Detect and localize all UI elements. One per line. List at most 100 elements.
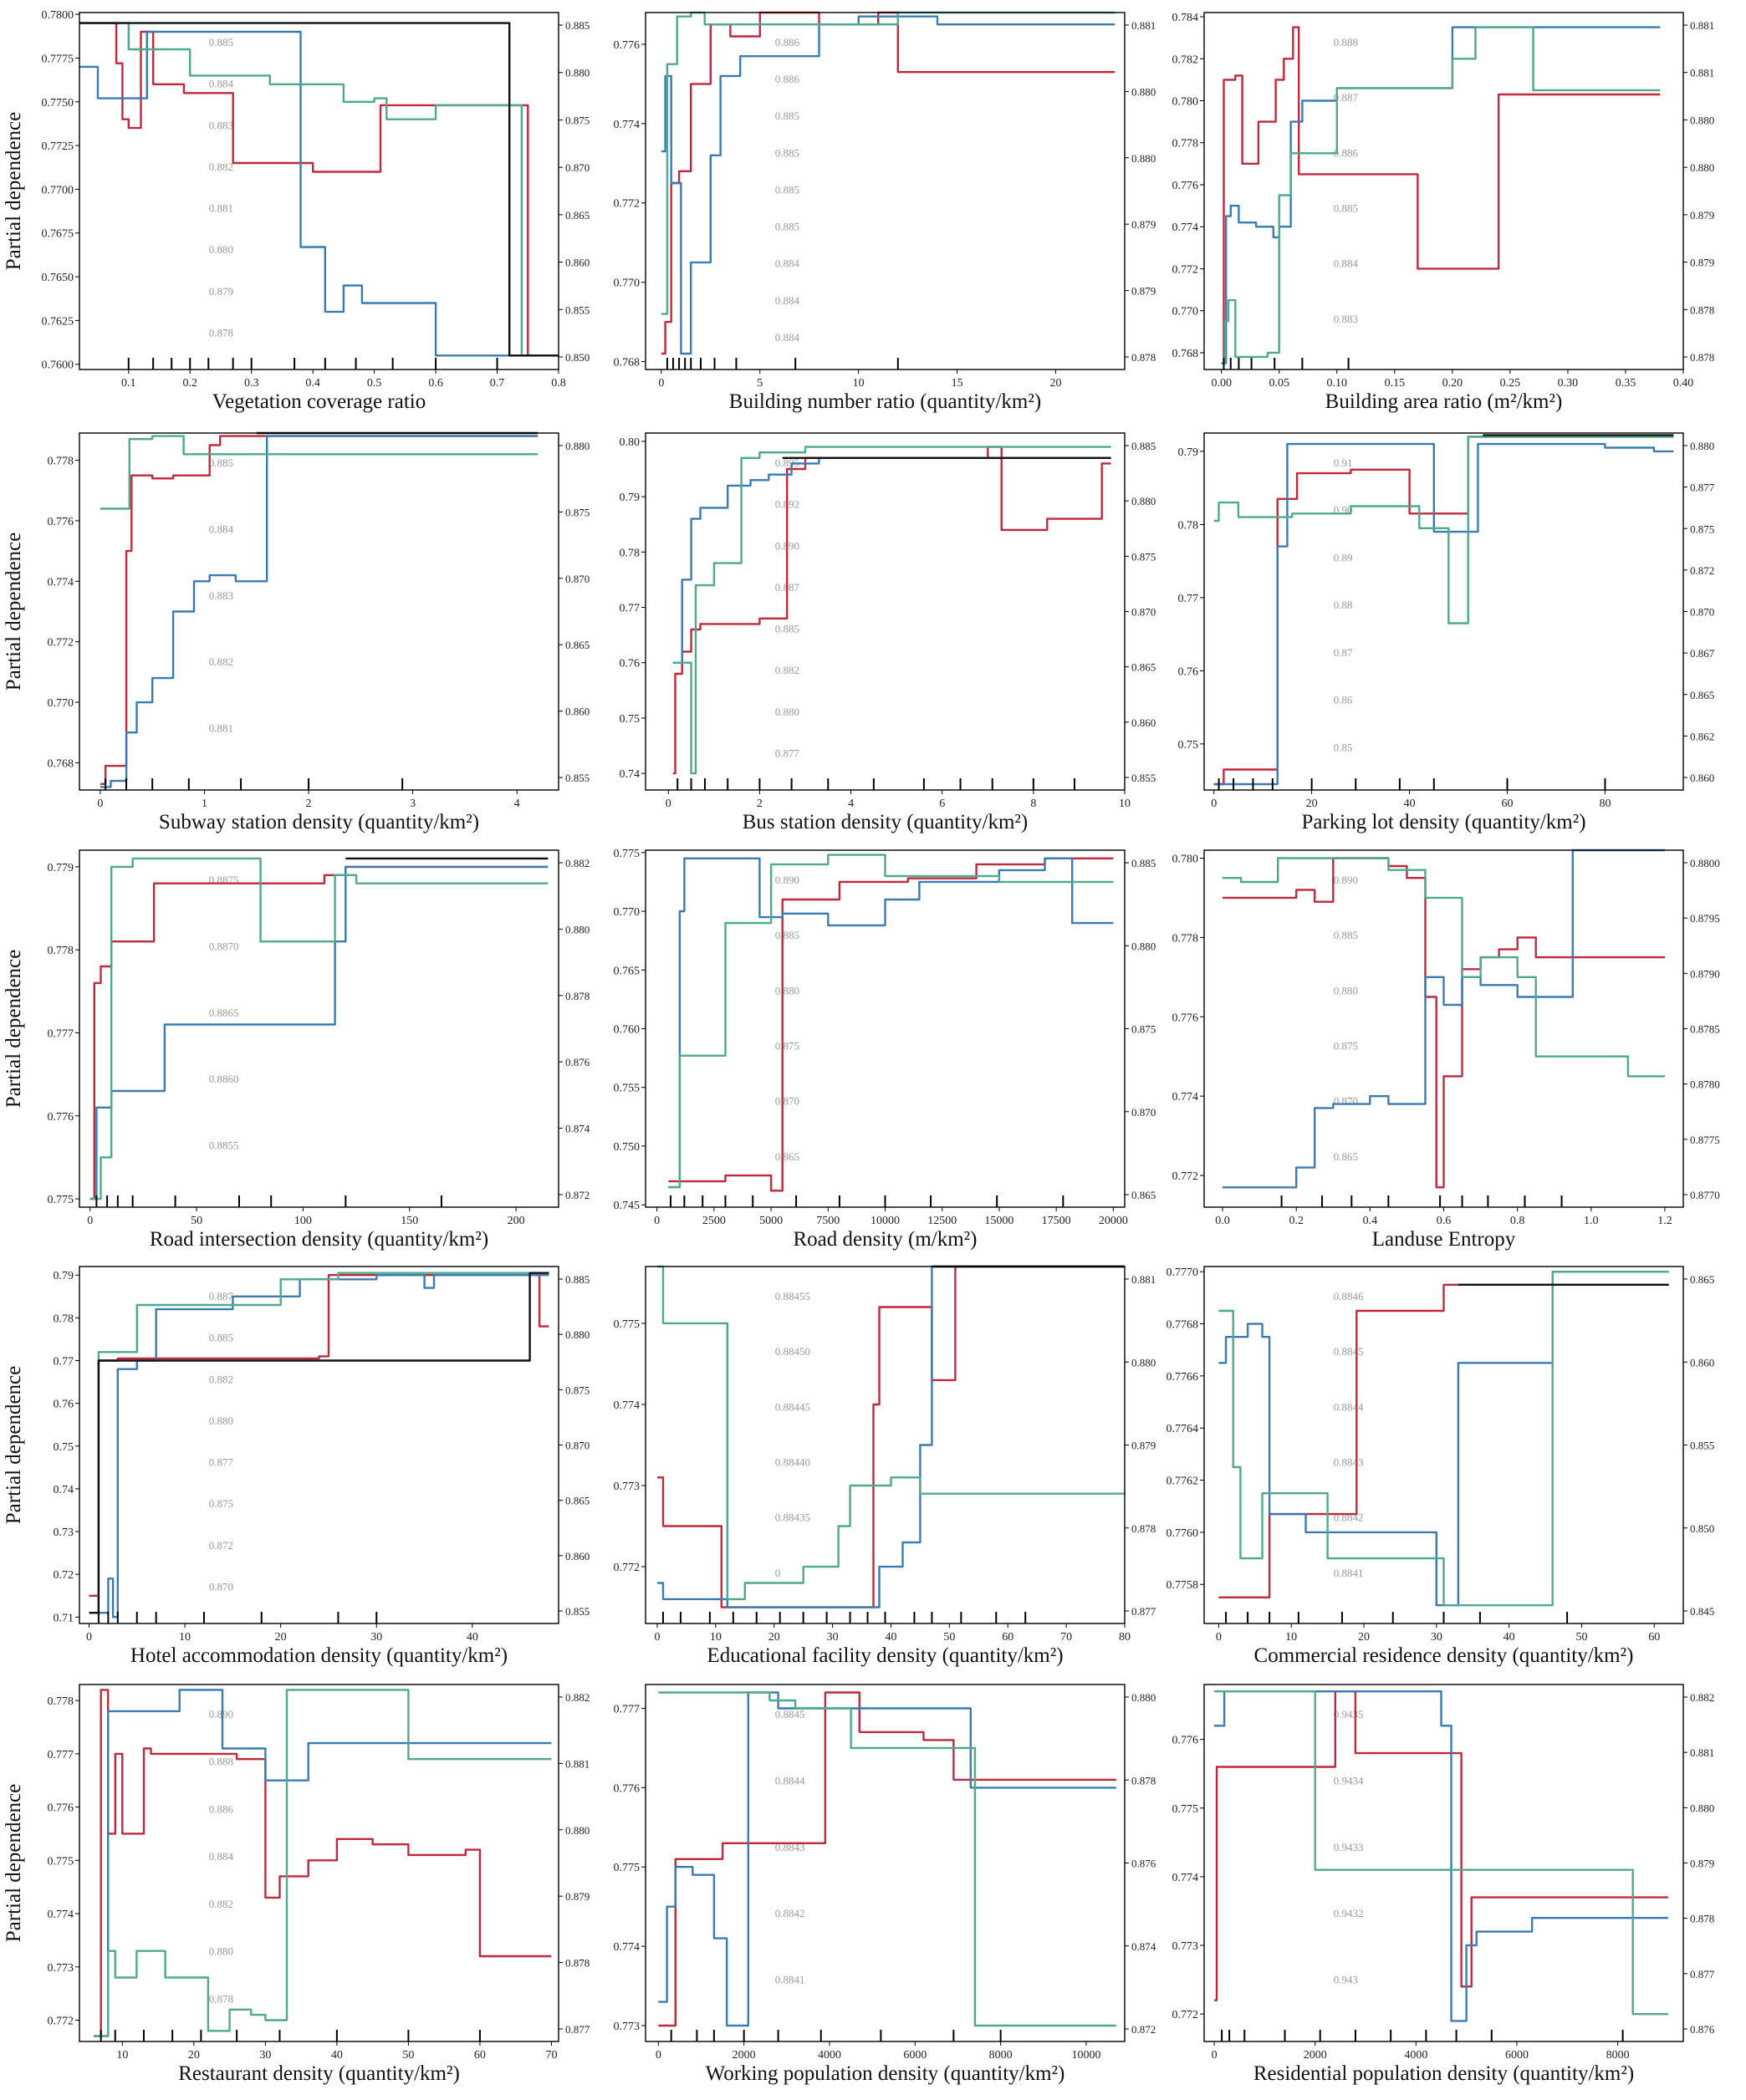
inner-tick-label: 0.885 bbox=[775, 221, 799, 233]
y-tick-label: 0.772 bbox=[48, 637, 74, 650]
inner-tick-label: 0.8865 bbox=[209, 1007, 239, 1019]
inner-tick-label: 0.8841 bbox=[775, 1974, 805, 1986]
y-tick-label: 0.774 bbox=[614, 1399, 641, 1412]
y2-tick-label: 0.882 bbox=[565, 1691, 590, 1704]
series-line-blue bbox=[1223, 849, 1665, 1189]
y2-tick-label: 0.850 bbox=[1690, 1522, 1714, 1535]
y-tick-label: 0.777 bbox=[48, 1749, 74, 1761]
y-tick-label: 0.7675 bbox=[42, 228, 74, 241]
y-tick-label: 0.776 bbox=[1172, 1735, 1199, 1747]
y2-tick-label: 0.880 bbox=[1690, 440, 1714, 452]
inner-tick-label: 0.885 bbox=[775, 183, 799, 196]
y-tick-label: 0.772 bbox=[614, 198, 641, 211]
y-tick-label: 0.774 bbox=[1172, 1872, 1199, 1884]
inner-tick-label: 0.885 bbox=[1334, 202, 1358, 215]
x-tick-label: 8000 bbox=[1606, 2049, 1630, 2062]
y-tick-label: 0.775 bbox=[614, 1862, 641, 1874]
y2-tick-label: 0.860 bbox=[565, 1550, 590, 1562]
y-tick-label: 0.7760 bbox=[1167, 1527, 1199, 1540]
series-line-blue bbox=[658, 1691, 1116, 2027]
y-tick-label: 0.7700 bbox=[42, 184, 74, 196]
x-tick-label: 3 bbox=[410, 798, 416, 810]
y2-tick-label: 0.855 bbox=[565, 303, 590, 316]
inner-tick-label: 0.883 bbox=[209, 589, 233, 602]
x-tick-label: 50 bbox=[943, 1631, 955, 1644]
inner-tick-label: 0.85 bbox=[1334, 741, 1353, 753]
axes-frame bbox=[79, 1266, 559, 1624]
series-line-red bbox=[89, 865, 549, 1200]
y-tick-label: 0.782 bbox=[1172, 54, 1199, 66]
y-tick-label: 0.770 bbox=[614, 906, 641, 919]
x-tick-label: 8000 bbox=[989, 2049, 1013, 2062]
y-tick-label: 0.71 bbox=[54, 1612, 74, 1624]
y2-tick-label: 0.880 bbox=[565, 1328, 590, 1341]
y2-tick-label: 0.8790 bbox=[1690, 967, 1720, 980]
y2-tick-label: 0.870 bbox=[1690, 606, 1714, 619]
x-tick-label: 0.5 bbox=[367, 377, 382, 390]
subplot-5: 0.8950.8920.8900.8870.8850.8820.8800.877… bbox=[620, 432, 1156, 833]
y2-tick-label: 0.872 bbox=[1690, 564, 1714, 577]
y-tick-label: 0.76 bbox=[1178, 665, 1199, 678]
series-line-green bbox=[79, 22, 559, 357]
y-tick-label: 0.773 bbox=[1172, 1940, 1199, 1953]
y-tick-label: 0.778 bbox=[48, 456, 74, 468]
subplot-3: 0.888 0.887 0.886 0.885 0.884 0.883 0.00 0.05 0.… bbox=[1172, 12, 1715, 413]
y2-tick-label: 0.8795 bbox=[1690, 912, 1720, 925]
inner-tick-label: 0.8841 bbox=[1334, 1567, 1364, 1579]
inner-tick-label: 0.86 bbox=[1334, 694, 1353, 706]
y2-tick-label: 0.875 bbox=[1690, 522, 1714, 535]
y-tick-label: 0.776 bbox=[1172, 180, 1199, 192]
series-line-blue bbox=[89, 865, 549, 1200]
y-tick-label: 0.770 bbox=[1172, 306, 1199, 319]
y2-tick-label: 0.880 bbox=[1131, 152, 1156, 165]
x-tick-label: 20 bbox=[1358, 1631, 1370, 1644]
y-tick-label: 0.784 bbox=[1172, 12, 1199, 24]
x-tick-label: 8 bbox=[1030, 798, 1036, 810]
y-tick-label: 0.765 bbox=[614, 965, 641, 977]
inner-tick-label: 0.91 bbox=[1334, 456, 1353, 469]
series-line-blue bbox=[1213, 442, 1674, 786]
inner-tick-label: 0.88435 bbox=[775, 1511, 810, 1524]
x-tick-label: 0 bbox=[87, 1215, 93, 1227]
x-axis-label: Restaurant density (quantity/km²) bbox=[178, 2062, 460, 2085]
x-tick-label: 0 bbox=[656, 2049, 661, 2062]
axes-frame bbox=[79, 849, 559, 1208]
x-tick-label: 2500 bbox=[702, 1215, 726, 1227]
y-tick-label: 0.780 bbox=[1172, 853, 1199, 865]
y2-tick-label: 0.865 bbox=[1690, 689, 1714, 701]
subplot-13: 0.890 0.888 0.886 0.884 0.882 0.880 0.878 10 20 3… bbox=[3, 1684, 590, 2085]
y2-tick-label: 0.860 bbox=[1690, 1356, 1714, 1369]
inner-tick-label: 0.9432 bbox=[1334, 1907, 1364, 1919]
y2-tick-label: 0.879 bbox=[1690, 257, 1714, 269]
inner-tick-label: 0.87 bbox=[1334, 646, 1353, 659]
y2-tick-label: 0.8780 bbox=[1690, 1078, 1720, 1091]
y2-tick-label: 0.870 bbox=[1131, 1106, 1156, 1119]
x-tick-label: 0 bbox=[1216, 1631, 1222, 1644]
y2-tick-label: 0.876 bbox=[565, 1056, 590, 1068]
y2-tick-label: 0.879 bbox=[1690, 209, 1714, 222]
y2-tick-label: 0.865 bbox=[565, 209, 590, 222]
series-line-red bbox=[668, 857, 1114, 1192]
x-tick-label: 100 bbox=[294, 1215, 312, 1227]
y-tick-label: 0.7766 bbox=[1167, 1371, 1199, 1384]
y-tick-label: 0.775 bbox=[614, 848, 641, 860]
x-tick-label: 10 bbox=[853, 377, 865, 390]
series-line-green bbox=[94, 1689, 552, 2037]
inner-tick-label: 0.880 bbox=[209, 243, 233, 256]
y2-tick-label: 0.8785 bbox=[1690, 1023, 1720, 1036]
x-tick-label: 20 bbox=[275, 1631, 287, 1644]
y-tick-label: 0.7768 bbox=[1167, 1319, 1199, 1332]
y-tick-label: 0.745 bbox=[614, 1200, 641, 1212]
inner-tick-label: 0.887 bbox=[1334, 91, 1359, 104]
y-tick-label: 0.75 bbox=[54, 1441, 74, 1454]
inner-tick-label: 0.890 bbox=[1334, 874, 1358, 886]
y2-tick-label: 0.880 bbox=[565, 923, 590, 935]
y2-tick-label: 0.860 bbox=[565, 706, 590, 718]
x-tick-label: 0.4 bbox=[1363, 1215, 1378, 1227]
inner-tick-label: 0.877 bbox=[209, 1456, 234, 1469]
y2-tick-label: 0.875 bbox=[565, 1384, 590, 1396]
x-tick-label: 12500 bbox=[927, 1215, 957, 1227]
inner-tick-label: 0.880 bbox=[1334, 984, 1358, 996]
series-line-red bbox=[94, 1689, 552, 2037]
